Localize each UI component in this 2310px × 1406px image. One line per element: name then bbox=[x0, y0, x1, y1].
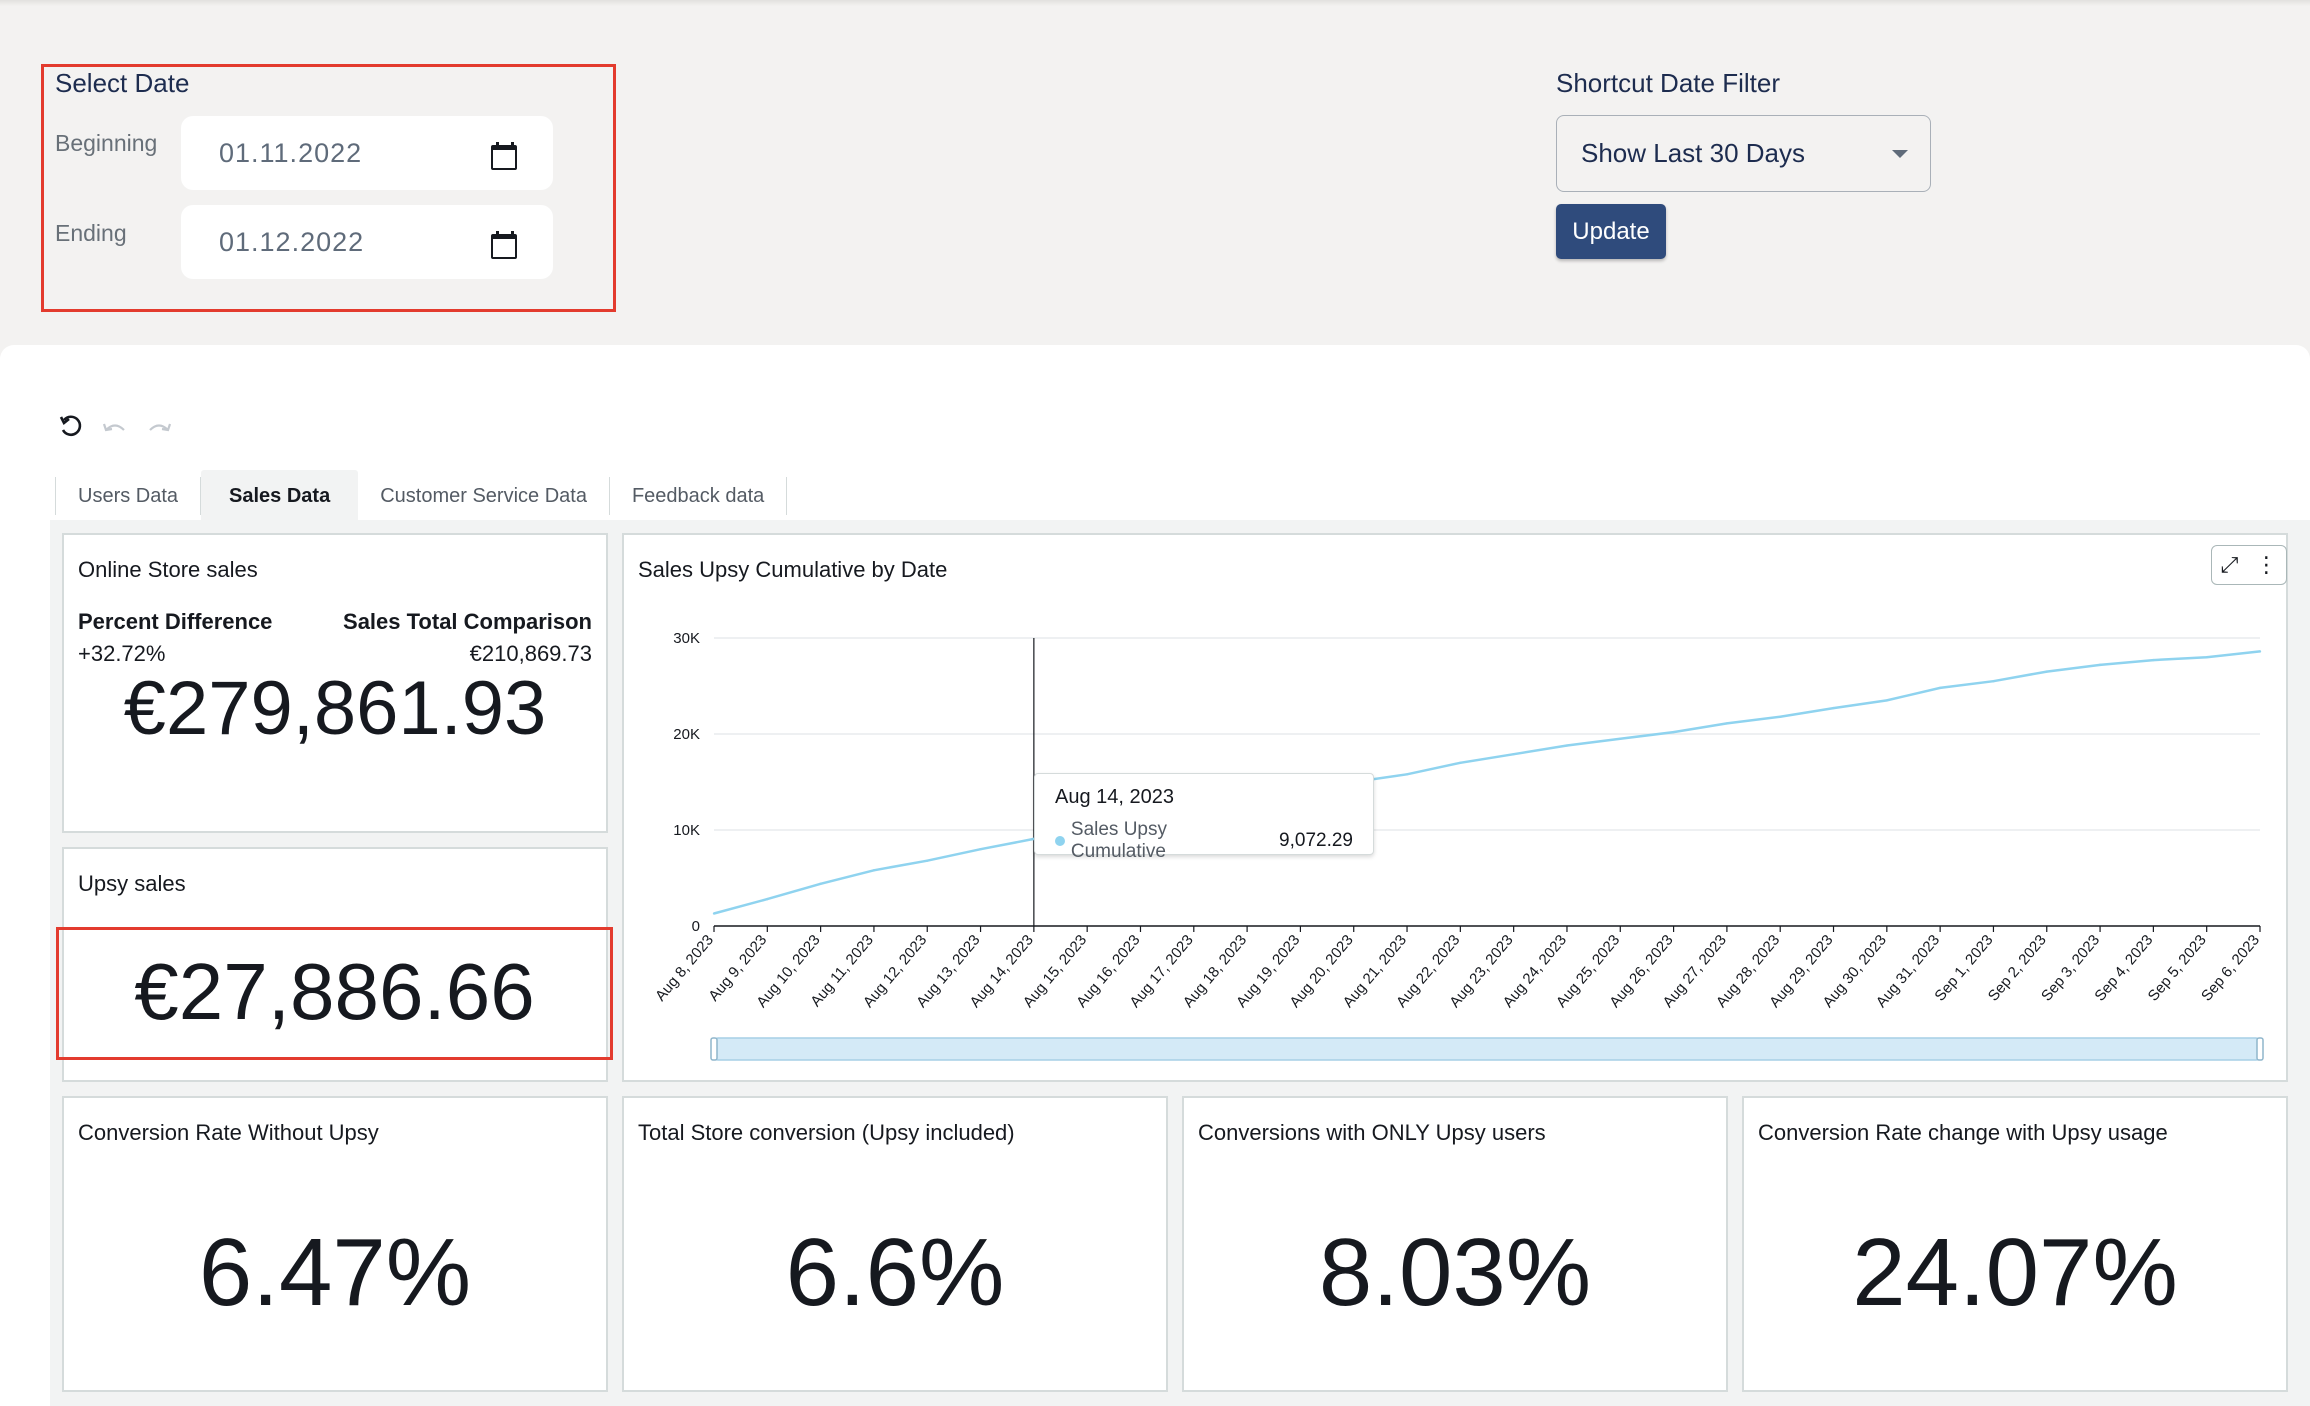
chart-tooltip: Aug 14, 2023 Sales Upsy Cumulative 9,072… bbox=[1034, 773, 1374, 862]
tooltip-value: 9,072.29 bbox=[1279, 830, 1353, 851]
kpi-card: Total Store conversion (Upsy included) 6… bbox=[622, 1096, 1168, 1392]
chevron-down-icon bbox=[1892, 149, 1908, 158]
y-tick-label: 20K bbox=[673, 726, 700, 743]
shortcut-date-select[interactable]: Show Last 30 Days bbox=[1556, 115, 1931, 192]
redo-icon[interactable] bbox=[146, 418, 172, 440]
kpi-value: 8.03% bbox=[1318, 1219, 1592, 1326]
beginning-date-value: 01.11.2022 bbox=[219, 137, 363, 168]
range-slider bbox=[713, 1037, 2261, 1061]
select-date-highlight bbox=[41, 64, 616, 312]
data-point bbox=[1459, 761, 1462, 764]
kpi-title: Total Store conversion (Upsy included) bbox=[638, 1120, 1015, 1145]
tooltip-row: Sales Upsy Cumulative 9,072.29 bbox=[1055, 819, 1353, 863]
tooltip-series: Sales Upsy Cumulative bbox=[1070, 819, 1167, 862]
reset-icon[interactable] bbox=[58, 414, 84, 440]
online-store-sales-card: Online Store sales Percent Difference +3… bbox=[62, 533, 608, 833]
series-line bbox=[713, 650, 2261, 915]
data-point bbox=[1832, 706, 1835, 710]
card-title: Online Store sales bbox=[78, 557, 258, 582]
shortcut-date-value: Show Last 30 Days bbox=[1581, 138, 1806, 168]
ending-date-input[interactable]: 01.12.2022 bbox=[181, 205, 553, 279]
upsy-sales-highlight: €27,886.66 bbox=[56, 927, 613, 1060]
update-button[interactable]: Update bbox=[1556, 204, 1666, 259]
tab-customer-service-data[interactable]: Customer Service Data bbox=[358, 477, 610, 515]
upsy-sales-value: €27,886.66 bbox=[134, 947, 535, 1036]
online-store-sales-value: €279,861.93 bbox=[123, 666, 547, 751]
kpi-value: 6.47% bbox=[198, 1219, 472, 1326]
data-point bbox=[766, 897, 769, 901]
data-point bbox=[712, 912, 716, 915]
data-point bbox=[2152, 658, 2155, 662]
tooltip-date: Aug 14, 2023 bbox=[1055, 786, 1174, 808]
more-options-icon[interactable]: ⋮ bbox=[2255, 552, 2278, 577]
data-point bbox=[1565, 744, 1569, 747]
data-point bbox=[1885, 699, 1889, 702]
data-point bbox=[2045, 670, 2048, 673]
top-divider bbox=[0, 0, 2310, 6]
y-tick-label: 30K bbox=[673, 630, 700, 647]
tab-users-data[interactable]: Users Data bbox=[55, 477, 202, 515]
sales-total-comparison-label: Sales Total Comparison bbox=[343, 609, 592, 634]
data-point bbox=[2258, 650, 2262, 653]
kpi-title: Conversion Rate Without Upsy bbox=[78, 1120, 379, 1145]
data-point bbox=[1779, 715, 1782, 718]
data-point bbox=[872, 869, 876, 872]
calendar-icon[interactable] bbox=[491, 142, 517, 170]
range-handle-left bbox=[710, 1037, 718, 1061]
kpi-title: Conversion Rate change with Upsy usage bbox=[1758, 1120, 2168, 1145]
data-point bbox=[2205, 656, 2208, 659]
data-point bbox=[1405, 773, 1409, 776]
data-point bbox=[926, 859, 929, 862]
sheet-tabs: Users Data Sales Data Customer Service D… bbox=[55, 470, 788, 522]
upsy-sales-card: Upsy sales bbox=[62, 847, 608, 1082]
kpi-card: Conversion Rate Without Upsy 6.47% bbox=[62, 1096, 608, 1392]
expand-icon[interactable]: ⤢ bbox=[2220, 552, 2239, 577]
data-point bbox=[1672, 730, 1675, 734]
ending-date-value: 01.12.2022 bbox=[219, 226, 365, 257]
data-point bbox=[1992, 680, 1995, 683]
beginning-label: Beginning bbox=[55, 130, 158, 156]
kpi-card: Conversions with ONLY Upsy users 8.03% bbox=[1182, 1096, 1728, 1392]
calendar-icon[interactable] bbox=[491, 231, 517, 259]
data-point bbox=[1619, 737, 1622, 740]
ending-label: Ending bbox=[55, 220, 127, 246]
kpi-card: Conversion Rate change with Upsy usage 2… bbox=[1742, 1096, 2288, 1392]
data-point bbox=[1938, 686, 1942, 690]
data-point bbox=[2098, 663, 2102, 667]
y-tick-label: 10K bbox=[673, 822, 700, 839]
sales-upsy-chart-card: Sales Upsy Cumulative by Date ⤢ ⋮ 0 10K 20… bbox=[622, 533, 2288, 1082]
shortcut-date-filter-title: Shortcut Date Filter bbox=[1556, 68, 1780, 98]
kpi-title: Conversions with ONLY Upsy users bbox=[1198, 1120, 1546, 1145]
data-point bbox=[819, 882, 822, 885]
data-point bbox=[979, 848, 982, 851]
tab-sales-data[interactable]: Sales Data bbox=[201, 470, 359, 522]
select-date-title: Select Date bbox=[55, 68, 190, 98]
series-dot bbox=[1055, 836, 1065, 846]
percent-difference-label: Percent Difference bbox=[78, 609, 273, 634]
kpi-value: 24.07% bbox=[1852, 1219, 2178, 1326]
data-point bbox=[1725, 722, 1729, 725]
undo-icon[interactable] bbox=[102, 418, 128, 440]
data-point bbox=[1512, 752, 1515, 756]
kpi-value: 6.6% bbox=[785, 1219, 1005, 1326]
visual-menu: ⤢ ⋮ bbox=[2211, 545, 2287, 585]
beginning-date-input[interactable]: 01.11.2022 bbox=[181, 116, 553, 190]
percent-difference-value: +32.72% bbox=[78, 641, 166, 666]
tab-feedback-data[interactable]: Feedback data bbox=[610, 477, 788, 515]
y-tick-label: 0 bbox=[692, 918, 700, 935]
range-handle-right bbox=[2256, 1037, 2264, 1061]
sales-total-comparison-value: €210,869.73 bbox=[469, 641, 592, 666]
card-title: Upsy sales bbox=[78, 871, 186, 896]
chart-title: Sales Upsy Cumulative by Date bbox=[638, 557, 948, 582]
